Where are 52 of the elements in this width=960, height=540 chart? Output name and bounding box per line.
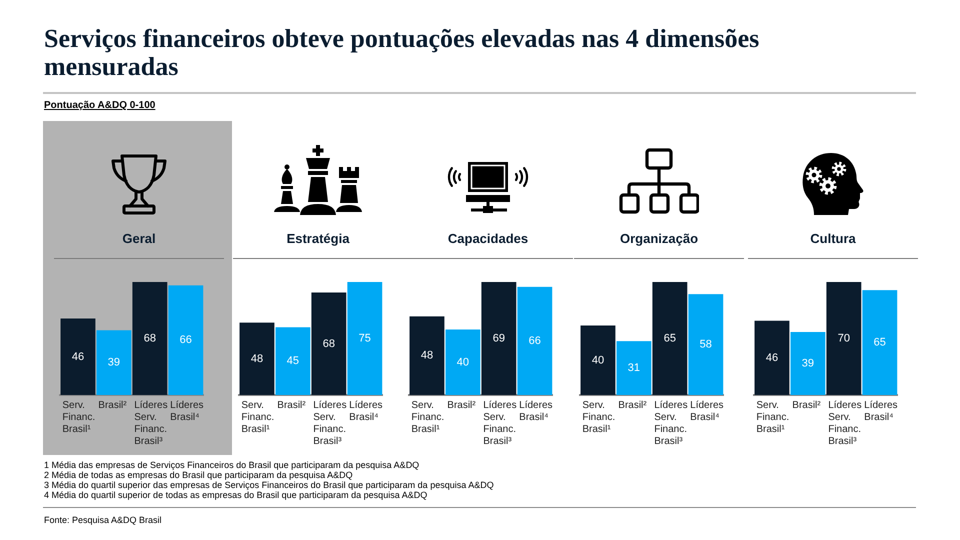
text: Pontuação A&DQ 0-100: [44, 100, 156, 112]
data-label: 58: [700, 338, 712, 351]
chart-title: Cultura: [809, 231, 857, 247]
data-label: 66: [180, 334, 192, 346]
chart-title: Capacidades: [446, 231, 530, 247]
data-label: 48: [250, 352, 264, 365]
source-note: Fonte: Pesquisa A&DQ Brasil: [44, 515, 162, 526]
data-label: 65: [664, 332, 676, 345]
x-tick-label: Líderes Brasil⁴: [690, 400, 724, 423]
x-tick-label: Brasil²: [98, 400, 128, 411]
x-tick-label: Brasil²: [792, 400, 822, 411]
data-label: 69: [492, 332, 505, 345]
x-tick-label: Líderes Serv. Financ. Brasil³: [483, 400, 517, 447]
chart-title: Organização: [618, 231, 700, 247]
x-tick-label: Serv. Financ. Brasil¹: [411, 400, 444, 435]
chart-title: Geral: [121, 231, 157, 247]
x-tick-label: Líderes Brasil⁴: [170, 400, 204, 423]
data-label: 45: [286, 355, 300, 368]
data-label: 39: [802, 358, 814, 370]
x-tick-label: Brasil²: [618, 400, 648, 411]
chart-title: Estratégia: [286, 231, 350, 247]
text: 1 Média das empresas de Serviços Financeiros do Brasil que participaram da pesquisa A&DQ: [44, 460, 420, 470]
data-label: 40: [456, 356, 470, 368]
x-tick-label: Serv. Financ. Brasil¹: [241, 400, 274, 435]
data-label: 39: [108, 356, 120, 369]
x-tick-label: Serv. Financ. Brasil¹: [62, 400, 96, 435]
data-label: 46: [766, 352, 778, 364]
text: 3 Média do quartil superior das empresas de Serviços Financeiros do Brasil que participaram da pesquisa A&DQ: [44, 480, 494, 490]
data-label: 68: [322, 338, 335, 350]
x-tick-label: Brasil²: [277, 400, 306, 411]
x-tick-label: Líderes Serv. Financ. Brasil³: [134, 400, 168, 447]
x-tick-label: Brasil²: [447, 400, 476, 411]
x-tick-label: Líderes Brasil⁴: [349, 400, 383, 423]
x-tick-label: Serv. Financ. Brasil¹: [756, 400, 790, 435]
data-label: 75: [358, 332, 371, 345]
data-label: 48: [420, 350, 434, 362]
data-label: 68: [144, 332, 156, 345]
x-tick-label: Líderes Serv. Financ. Brasil³: [313, 400, 347, 447]
x-tick-label: Líderes Brasil⁴: [519, 400, 553, 423]
data-label: 46: [72, 350, 84, 363]
x-tick-label: Líderes Serv. Financ. Brasil³: [828, 400, 862, 447]
data-label: 70: [838, 332, 850, 345]
data-label: 40: [592, 354, 604, 366]
text: 4 Média do quartil superior de todas as empresas do Brasil que participaram da pesquisa A&DQ: [44, 490, 428, 500]
text: 2 Média de todas as empresas do Brasil que participaram da pesquisa A&DQ: [44, 470, 354, 480]
text: Serviços financeiros obteve pontuações elevadas nas 4 dimensões mensuradas: [44, 24, 760, 81]
x-tick-label: Líderes Serv. Financ. Brasil³: [654, 400, 688, 447]
x-tick-label: Serv. Financ. Brasil¹: [582, 400, 616, 435]
data-label: 31: [628, 362, 640, 374]
data-label: 65: [874, 336, 886, 349]
data-label: 66: [528, 334, 541, 347]
x-tick-label: Líderes Brasil⁴: [864, 400, 898, 423]
